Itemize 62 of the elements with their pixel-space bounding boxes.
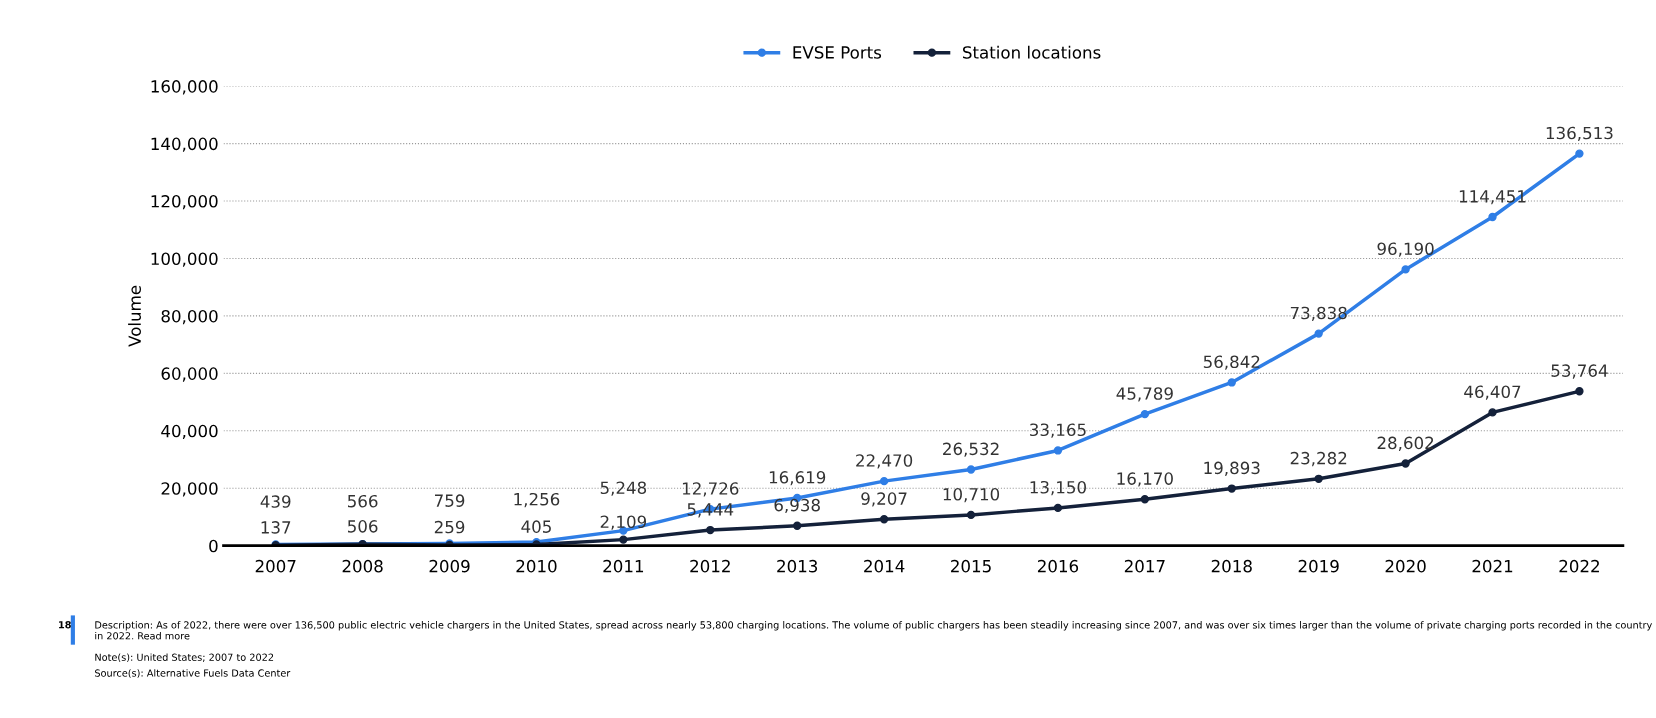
y-tick-label: 20,000 — [161, 482, 218, 497]
text: Description: As of 2022, there were over 136,500 public electric vehicle chargers in the United States, spread across nearly 53,800 charging locations. The volume of public chargers has been steadily increasing since 2007, and was over six times larger than the volume of private charging ports recorded in the country in 2022. Read more — [95, 621, 1652, 640]
data-label: 53,764 — [1551, 364, 1608, 379]
data-label: 439 — [260, 495, 291, 508]
x-tick-label: 2012 — [690, 559, 730, 573]
data-label: 16,619 — [769, 471, 826, 486]
data-label: 506 — [348, 520, 378, 533]
data-label: 56,842 — [1203, 355, 1260, 370]
x-tick-label: 2015 — [951, 559, 991, 573]
x-tick-label: 2021 — [1472, 559, 1513, 573]
data-label: 28,602 — [1377, 436, 1434, 451]
y-tick-label: 0 — [209, 539, 218, 553]
y-tick-label: 160,000 — [151, 80, 218, 95]
y-tick-label: 40,000 — [161, 424, 218, 440]
data-label: 23,282 — [1290, 451, 1347, 467]
data-label: 46,407 — [1464, 385, 1521, 400]
x-tick-label: 2017 — [1124, 559, 1165, 573]
legend-label: Station locations — [963, 45, 1101, 59]
x-tick-label: 2010 — [516, 559, 557, 573]
y-axis-title: Volume — [128, 285, 141, 347]
x-tick-label: 2016 — [1037, 559, 1079, 573]
x-tick-label: 2022 — [1559, 559, 1599, 573]
x-tick-label: 2011 — [603, 559, 644, 573]
data-label: 9,207 — [861, 492, 907, 507]
data-label: 566 — [348, 494, 378, 508]
data-label: 10,710 — [943, 487, 1000, 503]
text: Note(s): United States; 2007 to 2022 — [95, 653, 274, 663]
y-tick-label: 60,000 — [161, 367, 218, 382]
y-tick-label: 120,000 — [151, 195, 218, 210]
data-label: 405 — [521, 520, 551, 533]
x-tick-label: 2019 — [1298, 559, 1339, 573]
x-tick-label: 2020 — [1385, 559, 1426, 573]
x-tick-label: 2008 — [342, 559, 383, 573]
data-label: 5,248 — [600, 481, 647, 496]
x-tick-label: 2014 — [864, 559, 905, 573]
x-tick-label: 2013 — [777, 559, 818, 573]
y-tick-label: 140,000 — [151, 137, 218, 152]
data-label: 26,532 — [943, 442, 999, 457]
data-label: 33,165 — [1030, 423, 1086, 438]
data-label: 6,938 — [774, 498, 820, 514]
y-tick-label: 100,000 — [151, 252, 218, 267]
data-label: 259 — [434, 520, 465, 534]
source-note: Source(s): Alternative Fuels Data Center — [95, 669, 291, 678]
data-label: 1,256 — [514, 492, 560, 508]
data-label: 136,513 — [1546, 126, 1613, 141]
x-tick-label: 2018 — [1211, 559, 1252, 573]
data-label: 2,109 — [600, 515, 647, 530]
text: 18 — [59, 621, 71, 629]
legend-label: EVSE Ports — [793, 46, 882, 59]
data-label: 137 — [261, 521, 291, 534]
data-label: 73,838 — [1290, 306, 1347, 321]
x-tick-label: 2007 — [255, 559, 296, 573]
data-label: 45,789 — [1116, 387, 1173, 402]
data-label: 13,150 — [1030, 480, 1086, 496]
data-label: 16,170 — [1117, 472, 1173, 487]
data-label: 12,726 — [682, 482, 739, 497]
data-label: 22,470 — [856, 454, 913, 469]
y-tick-label: 80,000 — [161, 309, 218, 325]
data-label: 96,190 — [1377, 242, 1434, 257]
data-label: 19,893 — [1204, 461, 1260, 476]
x-tick-label: 2009 — [429, 559, 470, 573]
data-label: 759 — [435, 494, 465, 507]
